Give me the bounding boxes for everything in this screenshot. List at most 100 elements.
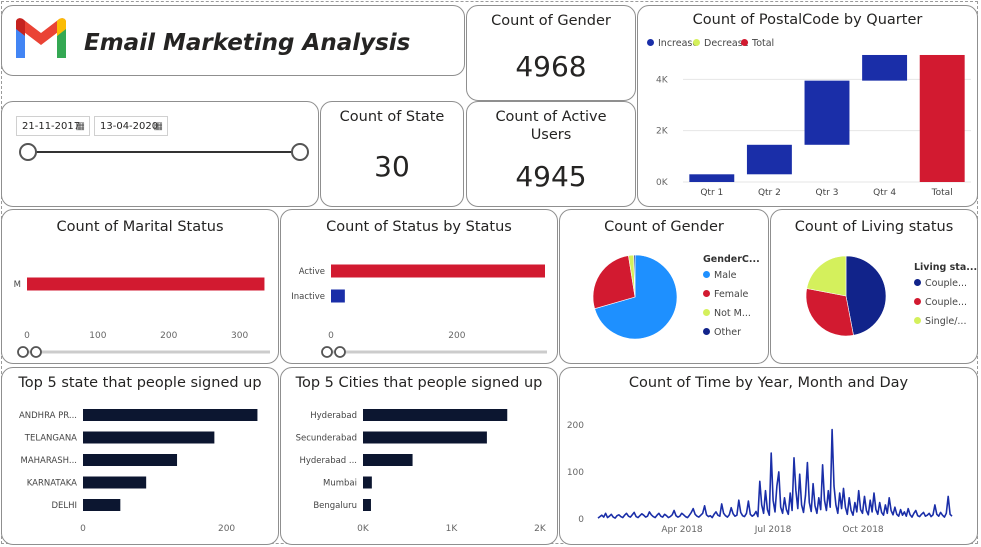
legend-decrease-label: Decrease <box>704 38 749 49</box>
gender-legend-item[interactable]: Not M... <box>703 308 751 319</box>
states-chart-title: Top 5 state that people signed up <box>18 375 262 391</box>
living-pie-title: Count of Living status <box>794 219 954 235</box>
date-slider-start-handle[interactable] <box>19 143 37 161</box>
x-tick-label: 1K <box>446 524 459 534</box>
status-chart-title: Count of Status by Status <box>326 219 512 235</box>
x-tick-label: Total <box>931 188 953 198</box>
x-tick-label: 200 <box>160 331 177 341</box>
pie-slice <box>592 255 636 310</box>
time-chart-card: Count of Time by Year, Month and Day 0 10… <box>559 367 978 545</box>
category-label: ANDHRA PR... <box>19 411 77 421</box>
bar <box>83 431 215 444</box>
legend-increase[interactable]: Increase <box>647 38 698 49</box>
kpi-state-card: Count of State 30 <box>320 101 464 207</box>
category-label: Bengaluru <box>313 501 357 511</box>
category-label: MAHARASH... <box>21 456 77 466</box>
kpi-active-label: Count of Active Users <box>495 109 607 143</box>
bar <box>363 476 372 489</box>
postal-chart-card: Count of PostalCode by Quarter Increase … <box>637 5 978 207</box>
x-tick-label: Jul 2018 <box>754 525 792 535</box>
gender-legend-item[interactable]: Female <box>703 289 748 300</box>
legend-swatch <box>914 317 921 324</box>
x-tick-label: 0 <box>80 524 86 534</box>
x-tick-label: 0 <box>24 331 30 341</box>
x-tick-label: Qtr 4 <box>873 188 896 198</box>
y-tick-label: 200 <box>567 421 584 431</box>
cities-chart-card: Top 5 Cities that people signed up Hyder… <box>280 367 558 545</box>
legend-decrease-swatch <box>693 39 700 46</box>
y-tick-label: 100 <box>567 468 584 478</box>
bar <box>331 289 345 303</box>
gmail-logo-icon <box>16 18 66 58</box>
calendar-icon: ▦ <box>153 121 163 132</box>
category-label: TELANGANA <box>24 434 77 444</box>
bar <box>331 264 545 278</box>
legend-total-swatch <box>741 39 748 46</box>
gender-pie-chart <box>592 254 678 340</box>
bar <box>363 431 487 444</box>
gender-legend-label: Other <box>714 327 741 338</box>
living-legend-label: Single/... <box>925 316 967 327</box>
scroll-handle <box>17 346 29 358</box>
time-chart: 0 100 200 Apr 2018 Jul 2018 Oct 2018 <box>567 421 953 535</box>
waterfall-bar <box>919 54 965 182</box>
x-tick-label: Apr 2018 <box>661 525 703 535</box>
legend-swatch <box>703 328 710 335</box>
gender-legend-item[interactable]: Other <box>703 327 741 338</box>
living-pie-card: Count of Living status Living sta... Cou… <box>770 209 978 364</box>
waterfall-bar <box>746 144 792 175</box>
y-tick-label: 2K <box>656 127 669 137</box>
legend-decrease[interactable]: Decrease <box>693 38 749 49</box>
end-date-value: 13-04-2020 <box>100 121 159 132</box>
gender-legend-title: GenderC... <box>703 254 760 265</box>
pie-slice <box>845 255 887 336</box>
status-chart: Active Inactive 0 200 <box>291 264 547 358</box>
gender-pie-title: Count of Gender <box>604 219 724 235</box>
living-pie-chart <box>805 255 887 337</box>
x-tick-label: 0 <box>328 331 334 341</box>
gender-legend-label: Male <box>714 270 737 281</box>
living-legend-item[interactable]: Couple... <box>914 278 967 289</box>
marital-chart: M 0 100 200 300 <box>14 277 270 358</box>
start-date-input[interactable]: 21-11-2017 ▦ <box>16 116 90 136</box>
category-label: KARNATAKA <box>27 479 77 489</box>
category-label: Inactive <box>291 292 325 302</box>
x-tick-label: Oct 2018 <box>842 525 884 535</box>
y-tick-label: 0 <box>578 515 584 525</box>
end-date-input[interactable]: 13-04-2020 ▦ <box>94 116 168 136</box>
postal-chart-title: Count of PostalCode by Quarter <box>692 12 923 28</box>
legend-swatch <box>703 309 710 316</box>
bar <box>363 499 371 511</box>
kpi-state-label: Count of State <box>339 109 445 125</box>
date-slider-end-handle[interactable] <box>291 143 309 161</box>
gender-legend-label: Not M... <box>714 308 751 319</box>
title-card: Email Marketing Analysis <box>1 5 465 76</box>
gender-legend-item[interactable]: Male <box>703 270 737 281</box>
kpi-gender-value: 4968 <box>515 50 587 83</box>
waterfall-bar <box>804 80 850 145</box>
x-tick-label: 100 <box>89 331 106 341</box>
cities-chart-title: Top 5 Cities that people signed up <box>295 375 543 391</box>
category-label: Active <box>299 267 325 277</box>
legend-total[interactable]: Total <box>741 38 774 49</box>
category-label: DELHI <box>51 501 77 511</box>
x-tick-label: Qtr 3 <box>816 188 839 198</box>
x-tick-label: 300 <box>231 331 248 341</box>
cities-chart: Hyderabad Secunderabad Hyderabad ... Mumbai… <box>296 409 547 534</box>
legend-swatch <box>914 279 921 286</box>
pie-slice <box>633 254 636 298</box>
x-tick-label: 200 <box>448 331 465 341</box>
date-slider-track[interactable] <box>28 151 300 153</box>
x-tick-label: 2K <box>534 524 547 534</box>
living-legend-item[interactable]: Couple... <box>914 297 967 308</box>
legend-total-label: Total <box>752 38 775 49</box>
marital-chart-card: Count of Marital Status M 0 100 200 300 <box>1 209 279 364</box>
bar <box>363 454 413 466</box>
living-legend-item[interactable]: Single/... <box>914 316 966 327</box>
bar <box>83 499 121 511</box>
legend-swatch <box>703 271 710 278</box>
states-chart: ANDHRA PR... TELANGANA MAHARASH... KARNATAK… <box>19 409 258 534</box>
gender-legend-label: Female <box>714 289 749 300</box>
time-chart-title: Count of Time by Year, Month and Day <box>628 375 909 391</box>
legend-increase-swatch <box>647 39 654 46</box>
